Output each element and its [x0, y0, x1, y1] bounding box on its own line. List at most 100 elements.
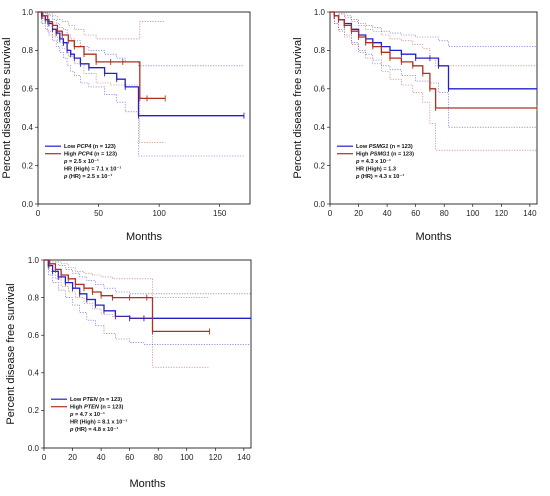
ci-lower-line — [38, 11, 166, 143]
y-tick-label: 0.0 — [314, 200, 326, 209]
y-tick-label: 1.0 — [314, 8, 326, 17]
ci-upper-line — [330, 11, 537, 67]
legend: Low PTEN (n = 123)High PTEN (n = 123)p =… — [51, 397, 127, 433]
y-tick-label: 0.8 — [22, 46, 34, 55]
ci-upper-line — [38, 11, 244, 67]
stat-value: (HR) = 4.3 x 10⁻¹ — [359, 173, 404, 180]
x-tick-label: 100 — [180, 453, 194, 462]
x-tick-label: 140 — [523, 209, 537, 218]
y-tick-label: 0.8 — [314, 46, 326, 55]
y-tick-label: 0.2 — [28, 406, 40, 415]
legend-suffix: (n = 123) — [98, 397, 123, 403]
ci-upper-line — [44, 259, 210, 298]
y-tick-label: 0.4 — [314, 123, 326, 132]
series-low — [44, 259, 252, 345]
y-tick-label: 0.4 — [28, 369, 40, 378]
x-tick-label: 60 — [411, 209, 420, 218]
x-tick-label: 100 — [152, 209, 166, 218]
series-low — [38, 11, 245, 157]
y-tick-label: 0.6 — [22, 85, 34, 94]
x-tick-label: 60 — [125, 453, 134, 462]
legend-gene: PSMG1 — [369, 144, 389, 150]
legend-gene: PSMG1 — [370, 152, 390, 158]
y-tick-label: 1.0 — [22, 8, 34, 17]
chart-panel-top-right: 0.0 0.2 0.4 0.6 0.8 1.0 0 20 40 60 80 100 120 140 Mont… — [292, 8, 538, 243]
x-tick-label: 50 — [94, 209, 103, 218]
stat-value: HR (High) = 8.1 x 10⁻¹ — [70, 419, 127, 426]
ci-lower-line — [330, 11, 537, 128]
legend-stat: p (HR) = 4.3 x 10⁻¹ — [355, 173, 404, 180]
legend-prefix: High — [356, 152, 370, 158]
x-tick-label: 0 — [42, 453, 47, 462]
legend: Low PCP4 (n = 123)High PCP4 (n = 123)p =… — [45, 144, 121, 180]
y-tick-label: 0.6 — [28, 331, 40, 340]
stat-symbol: p — [355, 174, 360, 180]
series-high — [44, 259, 211, 368]
x-tick-label: 100 — [466, 209, 480, 218]
legend-gene: PCP4 — [77, 144, 93, 150]
y-tick-label: 0.6 — [314, 85, 326, 94]
chart-panel-top-left: 0.0 0.2 0.4 0.6 0.8 1.0 0 50 100 150 Months Percent… — [1, 8, 251, 243]
legend-suffix: (n = 123) — [390, 152, 415, 158]
x-axis-title: Months — [126, 231, 163, 243]
x-tick-label: 80 — [440, 209, 449, 218]
stat-value: (HR) = 4.8 x 10⁻¹ — [73, 426, 118, 433]
x-tick-label: 20 — [354, 209, 363, 218]
legend-prefix: High — [70, 405, 84, 411]
x-tick-label: 0 — [36, 209, 41, 218]
survival-curve — [330, 11, 537, 109]
legend-stat: p (HR) = 2.5 x 10⁻¹ — [63, 173, 112, 180]
legend-suffix: (n = 123) — [99, 405, 124, 411]
stat-value: = 2.5 x 10⁻¹ — [67, 158, 99, 165]
stat-symbol: p — [69, 412, 74, 418]
y-axis-title: Percent disease free survival — [292, 37, 304, 178]
legend-suffix: (n = 123) — [91, 144, 116, 150]
legend-suffix: (n = 123) — [93, 152, 118, 158]
series-high — [38, 11, 166, 143]
plot-frame — [43, 259, 252, 449]
legend-stat: HR (High) = 1.3 — [356, 167, 396, 173]
stat-symbol: p — [355, 159, 360, 165]
x-tick-label: 120 — [495, 209, 509, 218]
ci-lower-line — [44, 259, 251, 345]
ci-upper-line — [38, 11, 166, 40]
legend-gene: PCP4 — [78, 152, 94, 158]
legend-gene: PTEN — [84, 405, 100, 411]
chart-panel-bottom-left: 0.0 0.2 0.4 0.6 0.8 1.0 0 20 40 60 80 100 120 140 Mont… — [5, 256, 252, 490]
x-tick-label: 40 — [97, 453, 106, 462]
y-tick-label: 0.4 — [22, 123, 34, 132]
stat-value: = 4.7 x 10⁻¹ — [73, 411, 105, 418]
y-tick-label: 0.8 — [28, 293, 40, 302]
legend-stat: HR (High) = 8.1 x 10⁻¹ — [70, 419, 127, 426]
x-tick-label: 20 — [68, 453, 77, 462]
x-tick-label: 0 — [328, 209, 333, 218]
x-axis-title: Months — [129, 478, 166, 490]
ci-upper-line — [330, 11, 537, 47]
survival-curve — [38, 11, 166, 100]
y-axis-title: Percent disease free survival — [1, 37, 13, 178]
y-tick-label: 0.0 — [28, 444, 40, 453]
legend-label: High PCP4 (n = 123) — [64, 152, 117, 158]
series-low — [330, 11, 538, 128]
ci-lower-line — [38, 11, 244, 157]
legend-prefix: High — [64, 152, 78, 158]
survival-curve — [38, 11, 244, 117]
legend-suffix: (n = 123) — [388, 144, 413, 150]
stat-symbol: p — [69, 427, 74, 433]
legend-prefix: Low — [70, 397, 83, 403]
x-tick-label: 80 — [154, 453, 163, 462]
legend-prefix: Low — [64, 144, 77, 150]
stat-value: HR (High) = 7.1 x 10⁻¹ — [64, 166, 121, 173]
legend-label: High PTEN (n = 123) — [70, 405, 123, 411]
legend: Low PSMG1 (n = 123)High PSMG1 (n = 123)p… — [337, 144, 414, 180]
x-axis-title: Months — [415, 231, 452, 243]
x-tick-label: 120 — [209, 453, 223, 462]
legend-stat: p = 2.5 x 10⁻¹ — [63, 158, 99, 165]
series-high — [330, 11, 538, 151]
legend-stat: p (HR) = 4.8 x 10⁻¹ — [69, 426, 118, 433]
y-tick-label: 0.2 — [314, 161, 326, 170]
legend-stat: p = 4.3 x 10⁻¹ — [355, 158, 391, 165]
legend-gene: PTEN — [83, 397, 99, 403]
survival-curve — [44, 259, 251, 319]
